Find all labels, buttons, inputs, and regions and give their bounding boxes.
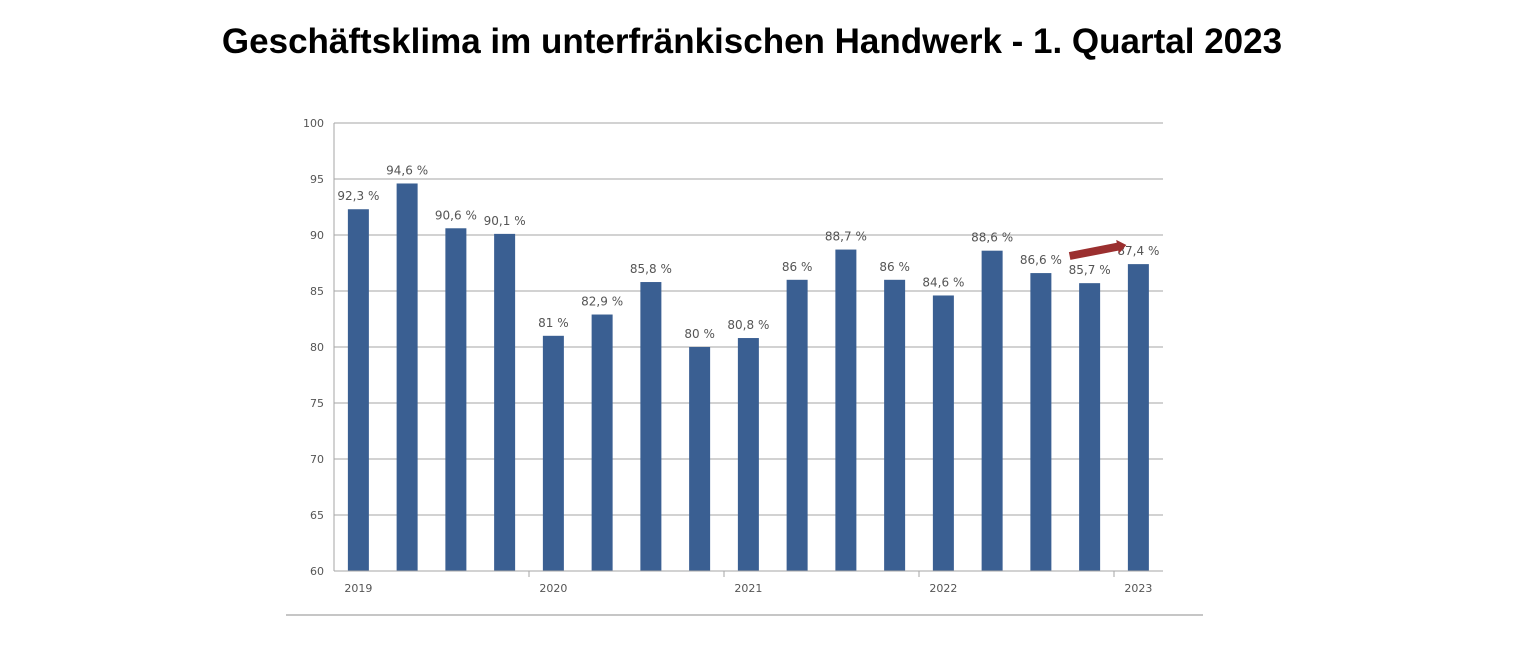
data-label: 90,6 % xyxy=(435,208,477,222)
y-tick-label: 80 xyxy=(310,341,324,354)
y-tick-label: 75 xyxy=(310,397,324,410)
y-tick-label: 100 xyxy=(303,117,324,130)
data-label: 90,1 % xyxy=(484,214,526,228)
y-tick-label: 95 xyxy=(310,173,324,186)
y-tick-label: 85 xyxy=(310,285,324,298)
y-tick-label: 70 xyxy=(310,453,324,466)
data-label: 84,6 % xyxy=(922,275,964,289)
data-label: 80 % xyxy=(684,327,715,341)
y-tick-label: 90 xyxy=(310,229,324,242)
y-axis: 60 65 70 75 80 85 90 95 100 xyxy=(303,117,335,578)
y-tick-label: 60 xyxy=(310,565,324,578)
bar xyxy=(396,183,418,572)
data-label: 80,8 % xyxy=(727,318,769,332)
bar xyxy=(981,250,1003,571)
bar xyxy=(932,295,954,571)
data-label: 92,3 % xyxy=(337,189,379,203)
x-tick-label: 2019 xyxy=(344,582,372,595)
data-label: 82,9 % xyxy=(581,295,623,309)
data-label: 87,4 % xyxy=(1117,244,1159,258)
x-tick-label: 2023 xyxy=(1124,582,1152,595)
bar xyxy=(786,279,808,571)
bar xyxy=(835,249,857,571)
bar xyxy=(494,233,516,571)
page-title: Geschäftsklima im unterfränkischen Handw… xyxy=(221,22,1283,61)
data-labels: 92,3 % 94,6 % 90,6 % 90,1 % 81 % 82,9 % 85,8 %… xyxy=(337,163,1159,341)
bar xyxy=(689,347,711,571)
x-tick-label: 2020 xyxy=(539,582,567,595)
bars xyxy=(347,183,1149,572)
data-label: 81 % xyxy=(538,316,569,330)
bar xyxy=(591,314,613,571)
data-label: 85,7 % xyxy=(1069,263,1111,277)
data-label: 86 % xyxy=(782,260,813,274)
data-label: 88,7 % xyxy=(825,230,867,244)
bar xyxy=(1079,283,1101,571)
data-label: 86,6 % xyxy=(1020,253,1062,267)
bar xyxy=(884,279,906,571)
bar xyxy=(1030,273,1052,571)
bar xyxy=(542,335,564,571)
x-tick-label: 2022 xyxy=(929,582,957,595)
data-label: 94,6 % xyxy=(386,163,428,177)
data-label: 86 % xyxy=(879,260,910,274)
bar xyxy=(640,282,662,571)
data-label: 88,6 % xyxy=(971,231,1013,245)
bar xyxy=(1127,264,1149,571)
bar xyxy=(445,228,467,571)
annotations xyxy=(1068,239,1127,260)
x-axis: 2019 2020 2021 2022 2023 xyxy=(286,570,1203,616)
x-tick-label: 2021 xyxy=(734,582,762,595)
bar xyxy=(737,338,759,571)
bar xyxy=(347,209,369,572)
data-label: 85,8 % xyxy=(630,262,672,276)
trend-arrow-icon xyxy=(1068,239,1127,260)
y-tick-label: 65 xyxy=(310,509,324,522)
